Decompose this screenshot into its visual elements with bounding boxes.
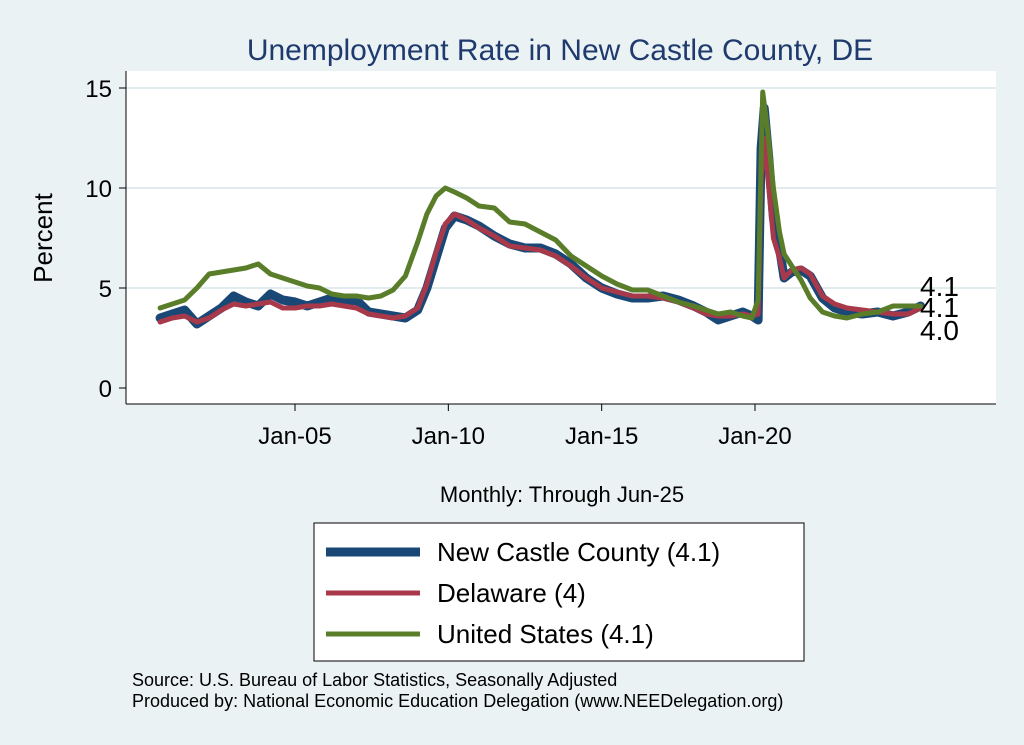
x-axis-label: Monthly: Through Jun-25	[440, 482, 684, 507]
y-tick-label: 5	[99, 276, 112, 303]
legend-label: United States (4.1)	[437, 619, 654, 649]
x-tick-label: Jan-10	[412, 423, 485, 450]
source-note: Source: U.S. Bureau of Labor Statistics,…	[132, 670, 783, 712]
series-end-label: 4.1	[920, 271, 959, 302]
chart-title: Unemployment Rate in New Castle County, …	[247, 34, 873, 67]
end-labels: 4.14.14.0	[920, 271, 959, 346]
series-end-label: 4.0	[920, 315, 959, 346]
plot-area	[126, 71, 996, 404]
y-ticks: 0 5 10 15	[85, 76, 126, 403]
y-tick-label: 10	[85, 176, 112, 203]
legend-label: New Castle County (4.1)	[437, 537, 720, 567]
y-axis-label: Percent	[28, 192, 58, 282]
producer-line: Produced by: National Economic Education…	[132, 691, 784, 711]
y-tick-label: 15	[85, 76, 112, 103]
x-tick-label: Jan-15	[565, 423, 638, 450]
y-tick-label: 0	[99, 376, 112, 403]
series-line	[157, 89, 924, 321]
series-end-label: 4.1	[920, 292, 959, 323]
x-ticks: Jan-05 Jan-10 Jan-15 Jan-20	[258, 404, 792, 450]
source-line: Source: U.S. Bureau of Labor Statistics,…	[132, 670, 618, 690]
gridlines	[126, 87, 996, 289]
x-tick-label: Jan-20	[718, 423, 791, 450]
series-lines	[155, 89, 926, 329]
legend-label: Delaware (4)	[437, 578, 586, 608]
x-tick-label: Jan-05	[258, 423, 331, 450]
series-line	[157, 135, 924, 325]
legend-items: New Castle County (4.1) Delaware (4) Unite…	[326, 537, 720, 649]
